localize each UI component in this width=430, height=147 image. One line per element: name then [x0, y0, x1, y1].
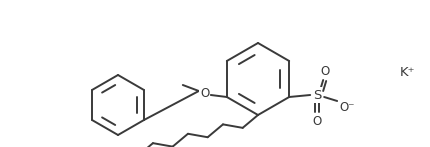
Text: K⁺: K⁺: [399, 66, 415, 78]
Text: O⁻: O⁻: [339, 101, 354, 113]
Text: O: O: [200, 86, 209, 100]
Text: S: S: [312, 88, 321, 101]
Text: O: O: [312, 115, 321, 127]
Text: O: O: [320, 65, 329, 77]
